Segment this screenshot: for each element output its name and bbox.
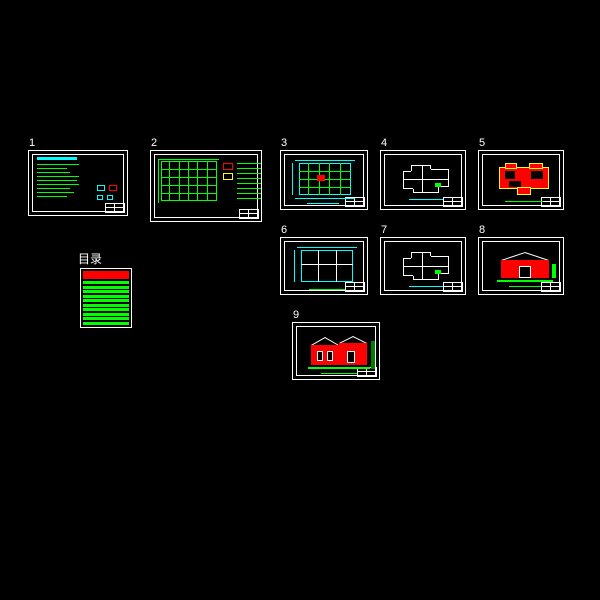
- sheet-number: 5: [479, 137, 485, 149]
- sheet-9: 9: [292, 322, 380, 380]
- sheet-2: 2: [150, 150, 262, 222]
- sheet-8: 8: [478, 237, 564, 295]
- sheet-number: 1: [29, 137, 35, 149]
- sheet-3: 3: [280, 150, 368, 210]
- sheet-number: 7: [381, 224, 387, 236]
- sheet-6: 6: [280, 237, 368, 295]
- sheet-number: 9: [293, 309, 299, 321]
- sheet-1: 1: [28, 150, 128, 216]
- sheet-number: 2: [151, 137, 157, 149]
- sheet-4: 4: [380, 150, 466, 210]
- sheet-number: 3: [281, 137, 287, 149]
- toc-box: [80, 268, 132, 328]
- sheet-7: 7: [380, 237, 466, 295]
- sheet-number: 4: [381, 137, 387, 149]
- sheet-number: 8: [479, 224, 485, 236]
- sheet-number: 6: [281, 224, 287, 236]
- sheet-5: 5: [478, 150, 564, 210]
- toc-label: 目录: [78, 250, 102, 267]
